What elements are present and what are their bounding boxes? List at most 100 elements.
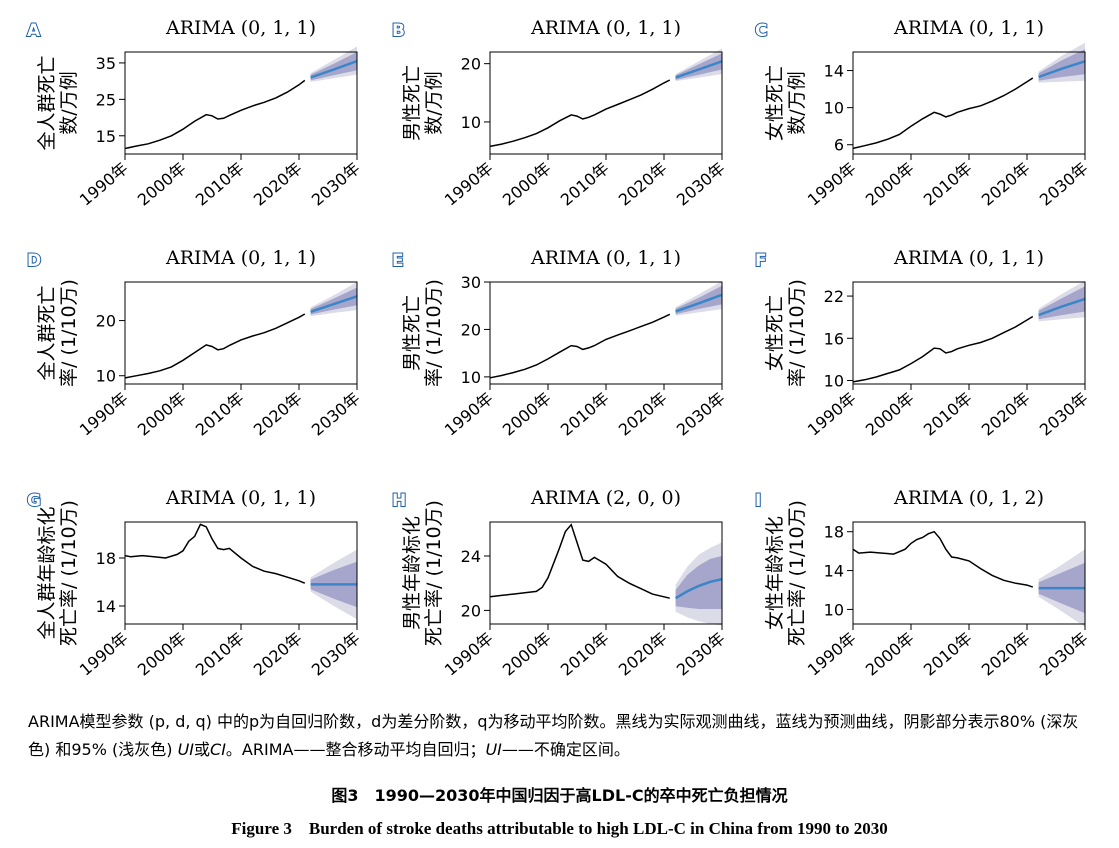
panel-title: ARIMA (0, 1, 1) [530,247,681,269]
panel-title: ARIMA (0, 1, 1) [893,17,1044,39]
x-tick-label: 2030年 [673,629,729,680]
x-tick-label: 2010年 [920,389,976,440]
x-tick-label: 2030年 [673,389,729,440]
y-tick-label: 35 [96,54,116,73]
plot-frame [489,51,723,155]
x-tick-label: 2010年 [557,629,613,680]
forecast-line [1038,60,1086,79]
panel-letter: H [392,491,406,511]
forecast-line [675,293,723,313]
y-tick-label: 30 [461,273,481,292]
figure-note: ARIMA模型参数 (p, d, q) 中的p为自回归阶数，d为差分阶数，q为移… [28,708,1098,764]
x-tick-label: 2020年 [978,629,1034,680]
y-tick-label: 6 [834,136,844,155]
chart-panel-i: I ARIMA (0, 1, 2) 10 14 18 1990年 2000年 2010年 202… [754,487,1092,680]
observed-line [124,79,306,150]
panel-title: ARIMA (0, 1, 1) [165,487,316,509]
y-axis-label: 死亡率/ (1/10万) [786,500,808,646]
y-tick-label: 10 [461,368,481,387]
forecast-line [674,577,723,600]
x-tick-label: 2020年 [615,389,671,440]
x-tick-label: 2030年 [308,629,364,680]
y-axis-label: 数/万例 [423,71,445,134]
x-tick-label: 2030年 [308,389,364,440]
y-tick-label: 14 [824,62,844,81]
chart-panel-c: C ARIMA (0, 1, 1) 6 10 14 1990年 2000年 2010年 2020… [754,17,1092,210]
chart-panel-f: F ARIMA (0, 1, 1) 10 16 22 1990年 2000年 2010年 202… [754,247,1092,440]
note-part: 或 [194,740,211,759]
y-tick-label: 25 [96,90,116,109]
x-tick-label: 2020年 [250,159,306,210]
y-tick-label: 10 [461,113,481,132]
uncertainty-band-80 [675,556,722,609]
panel-title: ARIMA (0, 1, 1) [165,247,316,269]
note-part: UI [485,740,502,759]
y-axis-label: 率/ (1/10万) [786,279,808,387]
forecast-line [310,295,358,313]
x-tick-label: 2000年 [862,389,918,440]
x-tick-label: 2000年 [134,159,190,210]
x-tick-label: 2010年 [920,159,976,210]
x-tick-label: 1990年 [76,629,132,680]
y-axis-label: 全人群死亡 [36,55,58,150]
panel-title: ARIMA (0, 1, 2) [893,487,1044,509]
y-axis-label: 男性死亡 [401,65,423,141]
x-tick-label: 2020年 [615,159,671,210]
x-tick-label: 2020年 [250,629,306,680]
note-part: 。ARIMA——整合移动平均自回归； [225,740,486,759]
x-tick-label: 2000年 [134,629,190,680]
y-axis-label: 率/ (1/10万) [423,279,445,387]
observed-line [489,523,670,599]
x-tick-label: 2010年 [557,389,613,440]
y-tick-label: 10 [824,99,844,118]
y-axis-label: 女性年龄标化 [764,516,786,630]
forecast-line [1038,297,1086,317]
x-tick-label: 1990年 [804,159,860,210]
x-tick-label: 2010年 [192,389,248,440]
figure-caption-chinese: 图3 1990—2030年中国归因于高LDL-C的卒中死亡负担情况 [331,786,788,805]
x-tick-label: 2030年 [1036,629,1092,680]
y-axis-label: 全人群死亡 [36,285,58,380]
x-tick-label: 2030年 [1036,159,1092,210]
y-axis-label: 率/ (1/10万) [58,279,80,387]
x-tick-label: 2000年 [499,389,555,440]
x-tick-label: 2010年 [192,629,248,680]
observed-line [489,79,671,148]
x-tick-label: 2000年 [862,629,918,680]
panel-title: ARIMA (0, 1, 1) [893,247,1044,269]
panel-letter: C [755,21,767,41]
y-tick-label: 10 [96,367,116,386]
y-tick-label: 20 [96,312,116,331]
chart-panel-a: A ARIMA (0, 1, 1) 15 25 35 1990年 2000年 2010年 202… [26,17,364,210]
y-axis-label: 男性死亡 [401,295,423,371]
y-tick-label: 14 [96,597,116,616]
y-tick-label: 20 [461,55,481,74]
x-tick-label: 2000年 [499,159,555,210]
y-axis-label: 全人群年龄标化 [36,506,58,639]
x-tick-label: 1990年 [804,389,860,440]
note-part: CI [210,740,226,759]
x-tick-label: 1990年 [76,159,132,210]
note-part: ARIMA模型参数 (p, d, q) 中的p为自回归阶数，d为差分阶数，q为移… [28,712,1079,759]
chart-panel-b: B ARIMA (0, 1, 1) 10 20 1990年 2000年 2010年 2020年… [391,17,729,210]
x-tick-label: 2020年 [978,389,1034,440]
y-tick-label: 16 [824,329,844,348]
note-part: ——不确定区间。 [501,740,630,759]
observed-line [852,315,1034,383]
y-tick-label: 18 [96,549,116,568]
figure-caption-english: Figure 3 Burden of stroke deaths attribu… [231,819,888,838]
x-tick-label: 1990年 [804,629,860,680]
panel-letter: D [27,251,41,271]
y-tick-label: 10 [824,600,844,619]
forecast-line [675,60,723,79]
x-tick-label: 2030年 [673,159,729,210]
x-tick-label: 2020年 [615,629,671,680]
panel-letter: I [755,491,761,511]
x-tick-label: 2010年 [192,159,248,210]
y-tick-label: 18 [824,523,844,542]
x-tick-label: 1990年 [441,629,497,680]
panel-title: ARIMA (0, 1, 1) [530,17,681,39]
panel-letter: E [392,251,404,271]
chart-panel-d: D ARIMA (0, 1, 1) 10 20 1990年 2000年 2010年 2020年… [26,247,364,440]
